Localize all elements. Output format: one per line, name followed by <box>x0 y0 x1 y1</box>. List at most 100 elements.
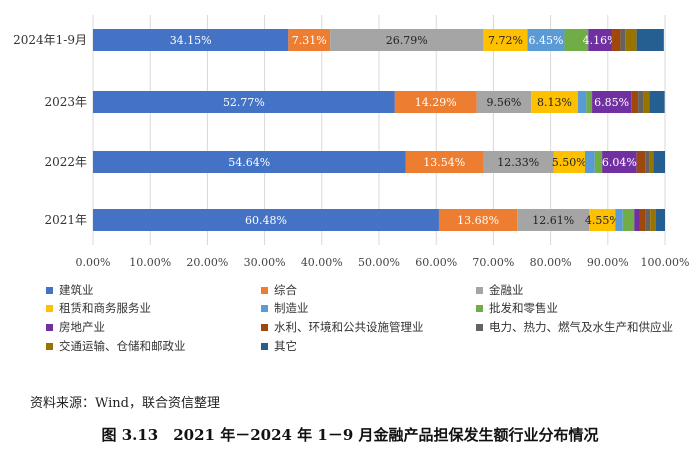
bar-segment <box>594 151 603 173</box>
bar-segment <box>527 29 565 51</box>
legend-item: 综合 <box>261 282 297 298</box>
legend-swatch <box>476 323 483 331</box>
legend-item: 电力、热力、燃气及水生产和供应业 <box>476 319 673 335</box>
bar-segment <box>93 209 439 231</box>
bar-segment <box>602 151 637 173</box>
x-tick-label: 100.00% <box>641 256 690 269</box>
bar-segment <box>645 151 650 173</box>
legend-swatch <box>46 304 53 312</box>
bar-segment <box>476 91 532 113</box>
y-category-label: 2023年 <box>44 95 87 109</box>
bar-segment <box>612 29 621 51</box>
bar-segment <box>531 91 578 113</box>
bar-segment <box>620 29 626 51</box>
data-label: 52.77% <box>223 96 265 109</box>
data-label: 6.85% <box>594 96 629 109</box>
data-label: 60.48% <box>245 214 287 227</box>
legend-item: 制造业 <box>261 300 309 316</box>
source-note: 资料来源：Wind，联合资信整理 <box>30 396 220 411</box>
x-tick-label: 60.00% <box>415 256 457 269</box>
data-label: 12.61% <box>532 214 574 227</box>
legend-label: 建筑业 <box>59 283 94 297</box>
legend-label: 电力、热力、燃气及水生产和供应业 <box>489 320 673 334</box>
bar-segment <box>625 29 637 51</box>
x-tick-label: 80.00% <box>530 256 572 269</box>
legend-label: 水利、环境和公共设施管理业 <box>274 320 424 334</box>
bar-segment <box>553 151 585 173</box>
x-tick-label: 10.00% <box>129 256 171 269</box>
data-label: 12.33% <box>497 156 539 169</box>
y-category-label: 2024年1-9月 <box>13 33 87 47</box>
bar-segment <box>93 91 395 113</box>
data-label: 13.68% <box>457 214 499 227</box>
x-tick-label: 40.00% <box>301 256 343 269</box>
x-tick-label: 20.00% <box>186 256 228 269</box>
bar-segment <box>631 91 639 113</box>
legend-label: 综合 <box>274 283 297 297</box>
bar-segment <box>592 91 632 113</box>
legend-label: 租赁和商务服务业 <box>59 301 151 315</box>
data-label: 54.64% <box>228 156 270 169</box>
chart-legend: 建筑业 综合 金融业租赁和商务服务业 制造业 批发和零售业房地产业 水利、环境和公共设施管… <box>46 280 700 376</box>
bar-segment <box>330 29 484 51</box>
bar-segment <box>650 209 656 231</box>
legend-swatch <box>46 323 53 331</box>
legend-item: 交通运输、仓储和邮政业 <box>46 338 186 354</box>
legend-item: 水利、环境和公共设施管理业 <box>261 319 424 335</box>
bar-segment <box>584 151 595 173</box>
bar-segment <box>645 209 651 231</box>
bar-segment <box>93 29 289 51</box>
x-tick-label: 70.00% <box>472 256 514 269</box>
legend-label: 其它 <box>274 339 297 353</box>
legend-swatch <box>261 342 268 350</box>
legend-label: 批发和零售业 <box>489 301 558 315</box>
legend-swatch <box>46 286 53 294</box>
legend-label: 金融业 <box>489 283 524 297</box>
data-label: 4.55% <box>585 214 620 227</box>
bar-segment <box>405 151 483 173</box>
x-tick-label: 0.00% <box>76 256 111 269</box>
bar-segment <box>649 91 665 113</box>
data-label: 7.31% <box>292 34 327 47</box>
legend-label: 房地产业 <box>59 320 105 334</box>
data-label: 4.16% <box>583 34 618 47</box>
bar-segment <box>655 209 665 231</box>
bar-segment <box>483 29 528 51</box>
legend-label: 交通运输、仓储和邮政业 <box>59 339 186 353</box>
y-category-label: 2021年 <box>44 213 87 227</box>
bar-segment <box>638 91 644 113</box>
legend-item: 其它 <box>261 338 297 354</box>
data-label: 8.13% <box>537 96 572 109</box>
data-label: 14.29% <box>415 96 457 109</box>
bar-segment <box>636 29 664 51</box>
legend-item: 批发和零售业 <box>476 300 558 316</box>
bar-segment <box>639 209 646 231</box>
data-label: 6.04% <box>602 156 637 169</box>
bar-segment <box>649 151 654 173</box>
data-label: 7.72% <box>488 34 523 47</box>
bar-segment <box>589 209 616 231</box>
legend-label: 制造业 <box>274 301 309 315</box>
legend-swatch <box>261 286 268 294</box>
legend-item: 房地产业 <box>46 319 105 335</box>
bar-segment <box>482 151 554 173</box>
bar-segment <box>636 151 646 173</box>
legend-swatch <box>261 323 268 331</box>
stacked-bar-chart: 0.00% 10.00% 20.00% 30.00% 40.00% 50.00% 60.00… <box>13 15 690 269</box>
legend-item: 金融业 <box>476 282 524 298</box>
legend-swatch <box>476 286 483 294</box>
legend-swatch <box>261 304 268 312</box>
bar-segment <box>564 29 589 51</box>
legend-item: 租赁和商务服务业 <box>46 300 151 316</box>
bar-segment <box>586 91 593 113</box>
bar-segment <box>438 209 518 231</box>
x-tick-label: 90.00% <box>587 256 629 269</box>
data-label: 13.54% <box>423 156 465 169</box>
legend-item: 建筑业 <box>46 282 94 298</box>
legend-swatch <box>476 304 483 312</box>
data-label: 26.79% <box>386 34 428 47</box>
bar-segment <box>653 151 665 173</box>
data-label: 9.56% <box>486 96 521 109</box>
data-label: 6.45% <box>529 34 564 47</box>
x-tick-label: 30.00% <box>244 256 286 269</box>
